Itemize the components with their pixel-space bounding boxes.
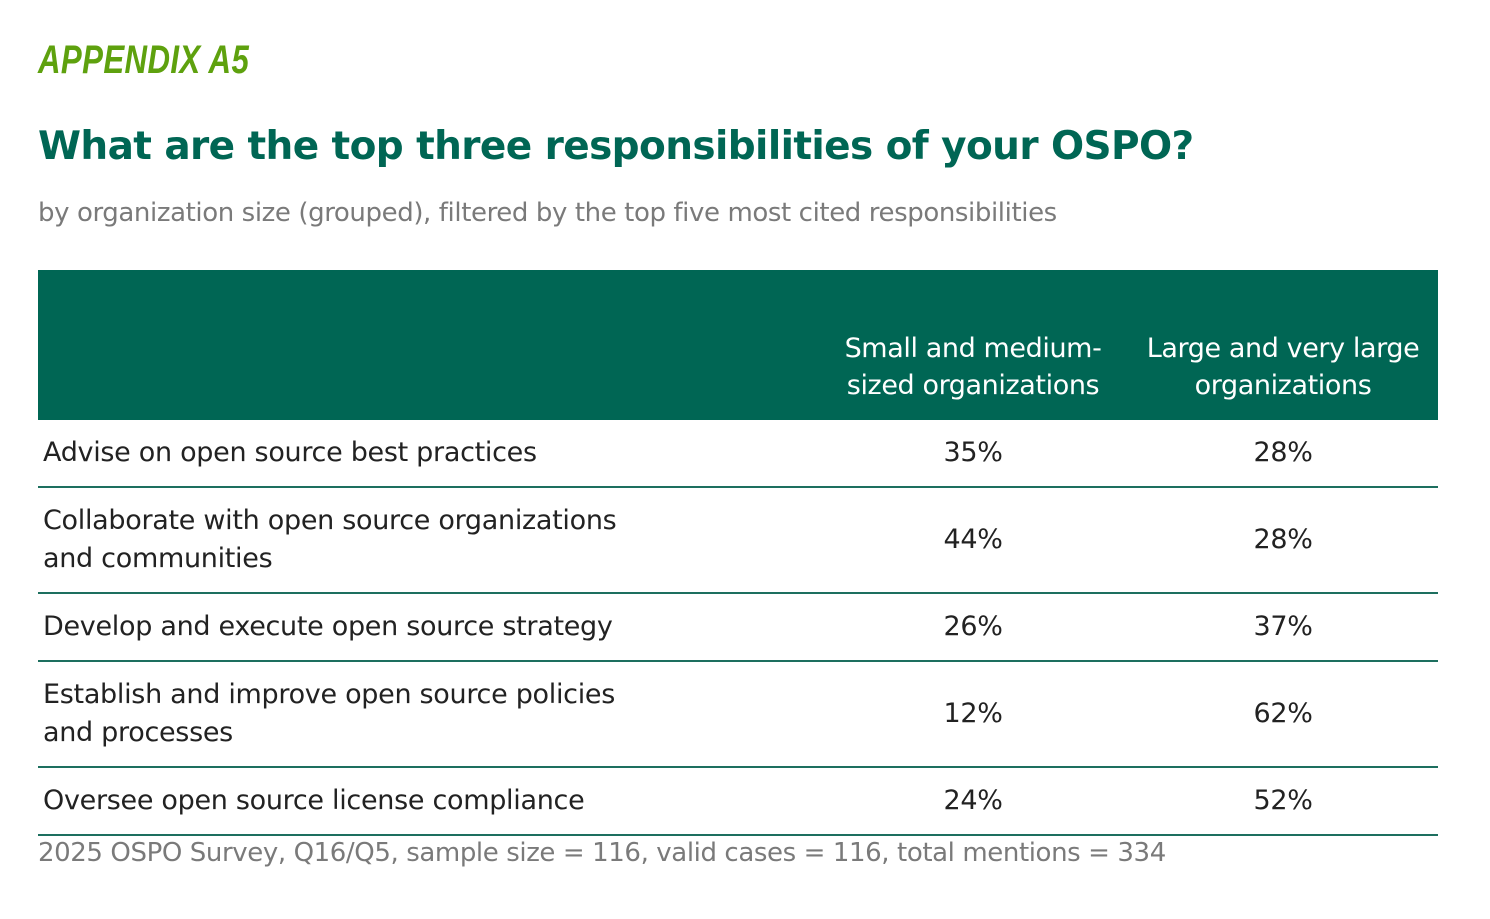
header-large-verylarge-line-1: Large and very large	[1146, 333, 1420, 364]
header-small-medium-line-2: sized organizations	[846, 370, 1100, 401]
value-small-medium: 35%	[818, 420, 1128, 488]
header-small-medium: Small and medium- sized organizations	[818, 270, 1128, 420]
value-small-medium: 12%	[818, 661, 1128, 768]
table-row: Oversee open source license compliance 2…	[38, 767, 1438, 836]
row-label: Oversee open source license compliance	[38, 767, 818, 836]
row-label: Collaborate with open source organizatio…	[38, 487, 818, 594]
chart-subtitle: by organization size (grouped), filtered…	[38, 198, 1057, 228]
table-body: Advise on open source best practices 35%…	[38, 420, 1438, 836]
value-small-medium: 44%	[818, 487, 1128, 594]
value-large-verylarge: 52%	[1128, 767, 1438, 836]
appendix-label: APPENDIX A5	[38, 38, 250, 82]
row-label: Develop and execute open source strategy	[38, 593, 818, 662]
row-label: Establish and improve open source polici…	[38, 661, 818, 768]
source-note: 2025 OSPO Survey, Q16/Q5, sample size = …	[38, 838, 1166, 868]
header-small-medium-line-1: Small and medium-	[844, 333, 1102, 364]
row-label-text: Oversee open source license compliance	[43, 785, 585, 816]
value-large-verylarge: 28%	[1128, 487, 1438, 594]
header-row: Small and medium- sized organizations La…	[38, 270, 1438, 420]
table-header: Small and medium- sized organizations La…	[38, 270, 1438, 420]
value-large-verylarge: 28%	[1128, 420, 1438, 488]
row-label-text: Advise on open source best practices	[43, 437, 537, 468]
responsibilities-table: Small and medium- sized organizations La…	[38, 270, 1438, 836]
header-large-verylarge-line-2: organizations	[1194, 370, 1372, 401]
value-small-medium: 24%	[818, 767, 1128, 836]
value-large-verylarge: 62%	[1128, 661, 1438, 768]
table-row: Develop and execute open source strategy…	[38, 593, 1438, 662]
table-row: Advise on open source best practices 35%…	[38, 420, 1438, 488]
value-large-verylarge: 37%	[1128, 593, 1438, 662]
row-label-text: Establish and improve open source polici…	[43, 679, 615, 748]
header-empty-cell	[38, 270, 818, 420]
row-label-text: Collaborate with open source organizatio…	[43, 505, 617, 574]
header-large-verylarge: Large and very large organizations	[1128, 270, 1438, 420]
row-label: Advise on open source best practices	[38, 420, 818, 488]
value-small-medium: 26%	[818, 593, 1128, 662]
table-row: Establish and improve open source polici…	[38, 661, 1438, 768]
row-label-text: Develop and execute open source strategy	[43, 611, 613, 642]
chart-title: What are the top three responsibilities …	[38, 124, 1194, 169]
table-row: Collaborate with open source organizatio…	[38, 487, 1438, 594]
